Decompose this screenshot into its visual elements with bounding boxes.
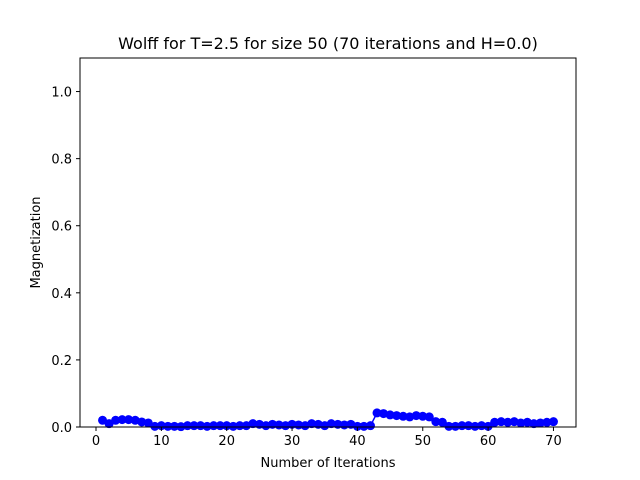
data-point — [535, 418, 545, 428]
data-point — [359, 421, 369, 431]
data-point — [516, 418, 526, 428]
x-tick-label: 60 — [480, 434, 497, 449]
x-tick-label: 30 — [284, 434, 301, 449]
data-point — [189, 421, 199, 431]
x-tick-label: 10 — [153, 434, 170, 449]
data-point — [398, 411, 408, 421]
data-point — [548, 417, 558, 427]
data-point — [248, 419, 258, 429]
data-point — [209, 421, 219, 431]
data-point — [385, 410, 395, 420]
data-point — [111, 415, 121, 425]
y-tick-label: 0.4 — [51, 287, 72, 302]
data-point — [228, 421, 238, 431]
data-point — [352, 421, 362, 431]
data-point — [392, 411, 402, 421]
x-tick-label: 50 — [414, 434, 431, 449]
data-point — [470, 421, 480, 431]
x-axis-label: Number of Iterations — [261, 456, 396, 471]
data-point — [222, 421, 232, 431]
data-point — [477, 421, 487, 431]
x-tick-label: 70 — [545, 434, 562, 449]
y-tick-label: 0.8 — [51, 153, 72, 168]
data-point — [163, 421, 173, 431]
y-axis-label: Magnetization — [29, 196, 44, 288]
data-point — [182, 421, 192, 431]
data-point — [235, 421, 245, 431]
data-point — [215, 421, 225, 431]
data-point — [150, 421, 160, 431]
plot-frame — [79, 57, 577, 428]
y-tick-label: 0.0 — [51, 421, 72, 436]
data-point — [124, 415, 134, 425]
y-axis: 0.0 0.2 0.4 0.6 0.8 1.0 — [51, 86, 80, 436]
x-tick-label: 20 — [218, 434, 235, 449]
data-point — [431, 417, 441, 427]
data-point — [202, 421, 212, 431]
data-point — [424, 412, 434, 422]
data-point — [326, 419, 336, 429]
data-point — [372, 408, 382, 418]
data-point — [156, 421, 166, 431]
x-tick-label: 0 — [92, 434, 100, 449]
series-layer — [98, 408, 558, 432]
data-point — [490, 417, 500, 427]
data-point — [437, 417, 447, 427]
data-point — [496, 417, 506, 427]
data-point — [450, 421, 460, 431]
data-point — [483, 421, 493, 431]
x-axis: 0 10 20 30 40 50 60 70 — [92, 427, 562, 449]
data-point — [464, 421, 474, 431]
data-point — [411, 411, 421, 421]
data-point — [444, 421, 454, 431]
data-point — [196, 421, 206, 431]
data-point — [503, 417, 513, 427]
data-point — [418, 411, 428, 421]
x-tick-label: 40 — [349, 434, 366, 449]
y-tick-label: 1.0 — [51, 86, 72, 101]
data-point — [365, 421, 375, 431]
y-tick-label: 0.6 — [51, 220, 72, 235]
data-point — [117, 415, 127, 425]
data-point — [457, 421, 467, 431]
data-point — [307, 419, 317, 429]
data-point — [169, 421, 179, 431]
data-point — [542, 417, 552, 427]
data-point — [529, 419, 539, 429]
y-tick-label: 0.2 — [51, 354, 72, 369]
chart-title: Wolff for T=2.5 for size 50 (70 iteratio… — [118, 34, 538, 53]
